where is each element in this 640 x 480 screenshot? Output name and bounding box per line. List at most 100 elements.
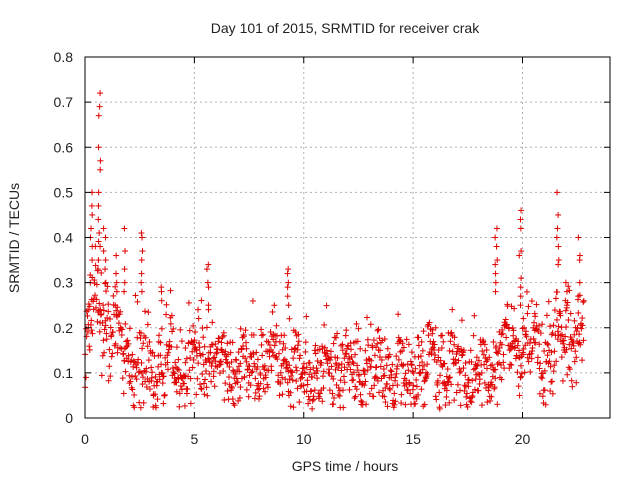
data-point <box>517 362 524 369</box>
data-point <box>281 332 288 339</box>
data-point <box>211 354 218 361</box>
data-point <box>336 392 343 399</box>
data-point <box>121 225 128 232</box>
data-point <box>562 307 569 314</box>
data-point <box>352 383 359 390</box>
data-point <box>349 359 356 366</box>
data-point <box>432 393 439 400</box>
data-point <box>242 327 249 334</box>
data-point <box>243 386 250 393</box>
data-point <box>368 385 375 392</box>
data-point <box>242 355 249 362</box>
data-point <box>156 332 163 339</box>
data-point <box>458 352 465 359</box>
data-point <box>245 393 252 400</box>
data-point <box>531 319 538 326</box>
data-point <box>198 385 205 392</box>
data-point <box>575 309 582 316</box>
data-point <box>96 328 103 335</box>
data-point <box>516 347 523 354</box>
data-point <box>492 234 499 241</box>
data-point <box>203 324 210 331</box>
data-point <box>285 266 292 273</box>
data-point <box>89 243 96 250</box>
data-point <box>533 301 540 308</box>
data-point <box>319 373 326 380</box>
y-tick-label: 0.2 <box>54 320 74 336</box>
data-point <box>97 90 104 97</box>
data-point <box>101 326 108 333</box>
data-point <box>251 360 258 367</box>
data-point <box>286 362 293 369</box>
data-point <box>492 279 499 286</box>
data-point <box>249 368 256 375</box>
data-point <box>274 356 281 363</box>
data-point <box>257 380 264 387</box>
data-point <box>555 261 562 268</box>
data-point <box>140 340 147 347</box>
data-point <box>384 345 391 352</box>
data-point <box>276 392 283 399</box>
data-point <box>247 382 254 389</box>
data-point <box>305 400 312 407</box>
data-point <box>287 389 294 396</box>
data-point <box>102 257 109 264</box>
data-point <box>539 393 546 400</box>
data-point <box>437 357 444 364</box>
data-point <box>332 334 339 341</box>
data-point <box>316 346 323 353</box>
data-point <box>100 225 107 232</box>
data-point <box>547 363 554 370</box>
data-point <box>374 377 381 384</box>
data-point <box>555 243 562 250</box>
data-point <box>516 252 523 259</box>
data-point <box>200 380 207 387</box>
data-point <box>455 357 462 364</box>
data-point <box>95 266 102 273</box>
data-point <box>432 352 439 359</box>
data-point <box>279 391 286 398</box>
data-point <box>492 261 499 268</box>
data-point <box>336 387 343 394</box>
data-point <box>456 369 463 376</box>
data-point <box>498 341 505 348</box>
data-point <box>380 373 387 380</box>
data-point <box>181 402 188 409</box>
data-point <box>529 345 536 352</box>
data-point <box>526 340 533 347</box>
data-point <box>160 400 167 407</box>
data-point <box>86 303 93 310</box>
data-point <box>549 378 556 385</box>
data-point <box>571 331 578 338</box>
data-point <box>112 283 119 290</box>
data-point <box>554 225 561 232</box>
data-point <box>213 350 220 357</box>
data-point <box>403 336 410 343</box>
data-point <box>96 229 103 236</box>
data-point <box>129 386 136 393</box>
data-point <box>205 355 212 362</box>
data-point <box>253 349 260 356</box>
data-point <box>84 328 91 335</box>
data-point <box>565 283 572 290</box>
data-point <box>507 346 514 353</box>
data-point <box>517 225 524 232</box>
data-point <box>222 348 229 355</box>
data-point <box>196 344 203 351</box>
data-point <box>415 391 422 398</box>
data-point <box>131 359 138 366</box>
data-point <box>127 378 134 385</box>
data-point <box>551 362 558 369</box>
data-point <box>169 365 176 372</box>
data-point <box>371 352 378 359</box>
data-point <box>175 367 182 374</box>
data-point <box>106 316 113 323</box>
data-point <box>102 234 109 241</box>
data-point <box>487 362 494 369</box>
data-point <box>489 361 496 368</box>
data-point <box>194 306 201 313</box>
data-point <box>152 404 159 411</box>
data-point <box>137 404 144 411</box>
data-point <box>220 368 227 375</box>
data-point <box>210 373 217 380</box>
